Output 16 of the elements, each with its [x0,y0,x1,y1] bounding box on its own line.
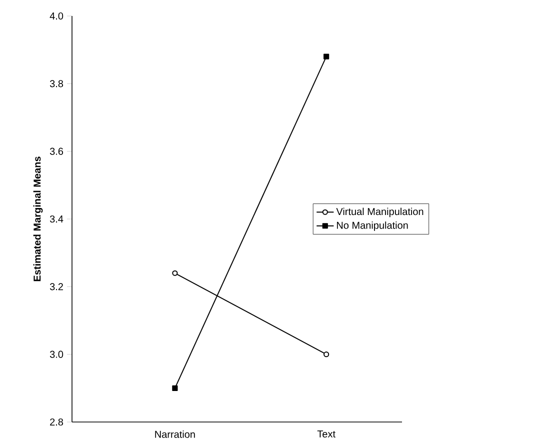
point [172,385,178,391]
x-tick-label: Narration [155,430,195,438]
y-tick-label: 3.2 [50,283,63,290]
y-tick-label: 3.8 [50,80,64,88]
y-tick-label: 2.8 [50,418,64,426]
y-tick-label: 4.0 [50,12,64,20]
legend-label: Virtual Manipulation [336,208,424,218]
y-tick-label: 3.4 [50,215,64,223]
point [172,270,178,276]
y-tick-label: 3.6 [50,148,64,155]
y-tick-label: 3.0 [50,350,64,358]
legend-label: No Manipulation [336,222,408,231]
x-tick-label: Text [317,430,336,438]
point [324,352,330,358]
point [324,54,330,60]
y-axis-title: Estimated Marginal Means [33,156,43,282]
